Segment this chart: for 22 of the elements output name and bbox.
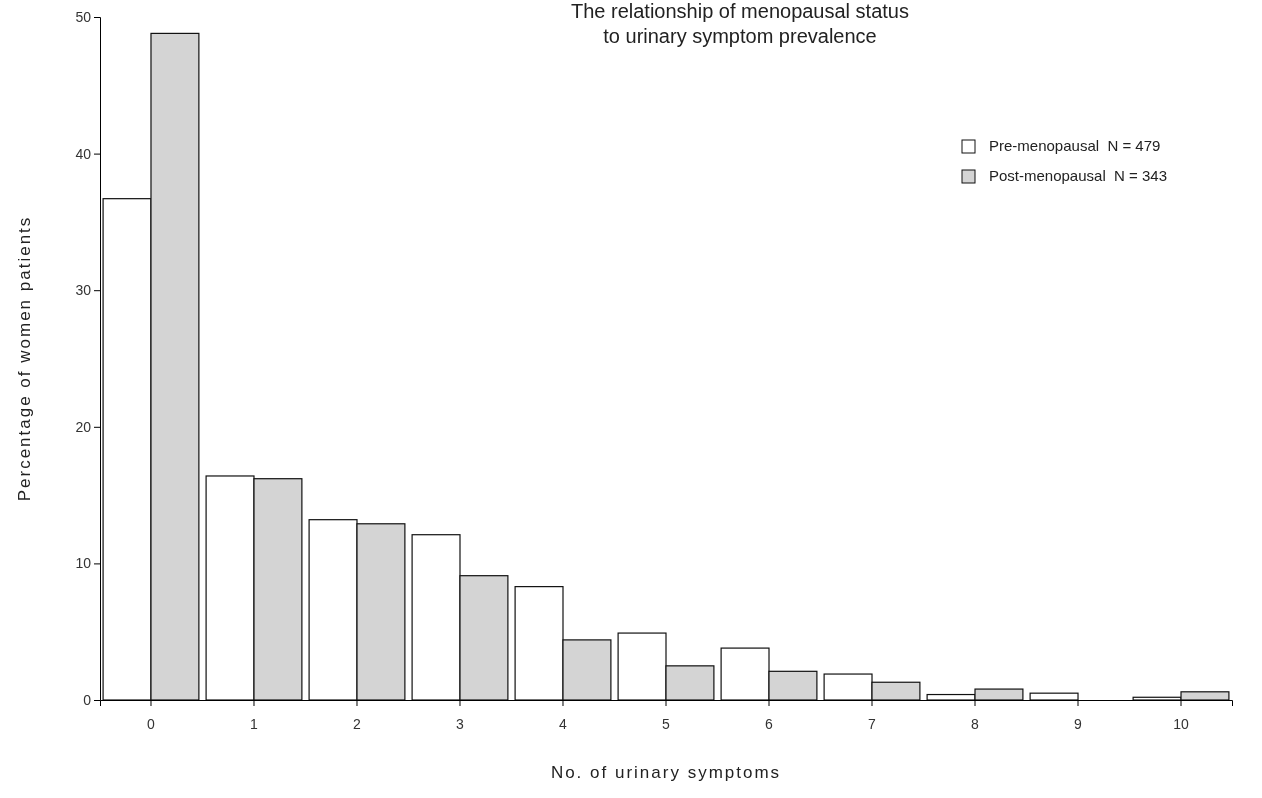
chart-title: The relationship of menopausal status to urinary symptom prevalence — [571, 0, 909, 47]
x-tick-label: 6 — [765, 715, 774, 732]
x-tick-label: 10 — [1173, 715, 1190, 732]
y-tick-label: 50 — [75, 8, 92, 25]
x-tick-label: 9 — [1074, 715, 1083, 732]
x-tick-label: 8 — [971, 715, 980, 732]
x-tick-label: 5 — [662, 715, 671, 732]
x-axis-title: No. of urinary symptoms — [550, 763, 782, 782]
x-tick-label: 7 — [868, 715, 877, 732]
y-axis-title: Percentage of women patients — [15, 215, 34, 502]
y-tick-label: 30 — [75, 282, 92, 299]
legend-label: Pre-menopausal N = 479 — [989, 137, 1161, 154]
y-tick-label: 40 — [75, 145, 92, 162]
y-tick-label: 0 — [83, 691, 92, 708]
x-tick-label: 2 — [353, 715, 362, 732]
legend-label: Post-menopausal N = 343 — [989, 167, 1168, 184]
x-tick-label: 3 — [456, 715, 465, 732]
x-tick-label: 0 — [147, 715, 156, 732]
y-tick-label: 10 — [75, 555, 92, 572]
x-tick-label: 4 — [559, 715, 568, 732]
y-tick-label: 20 — [75, 418, 92, 435]
x-tick-label: 1 — [250, 715, 259, 732]
